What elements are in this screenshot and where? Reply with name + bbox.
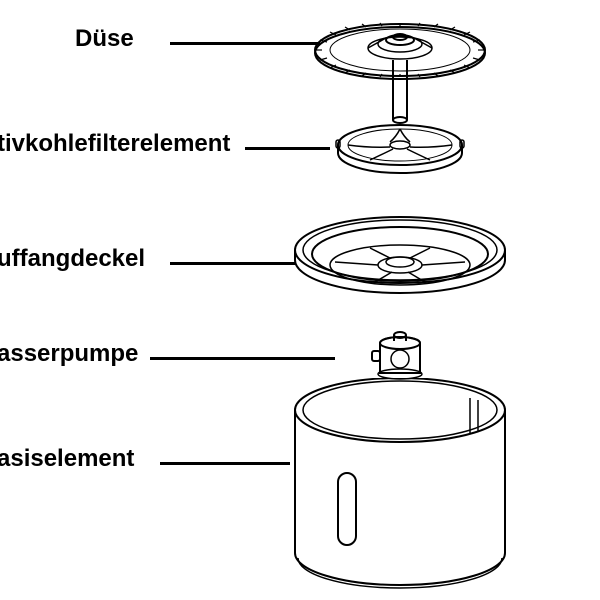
leader-filter: [245, 147, 330, 150]
label-pumpe: asserpumpe: [0, 340, 138, 368]
leader-pumpe: [150, 357, 335, 360]
part-filter: [320, 120, 480, 180]
label-deckel: uffangdeckel: [0, 245, 145, 273]
label-filter: tivkohlefilterelement: [0, 130, 230, 158]
leader-duese: [170, 42, 320, 45]
leader-deckel: [170, 262, 295, 265]
part-pump: [360, 325, 440, 385]
part-lid: [280, 210, 520, 310]
part-base: [280, 378, 520, 598]
leader-basis: [160, 462, 290, 465]
label-basis: asiselement: [0, 445, 134, 473]
label-duese: Düse: [75, 25, 134, 53]
